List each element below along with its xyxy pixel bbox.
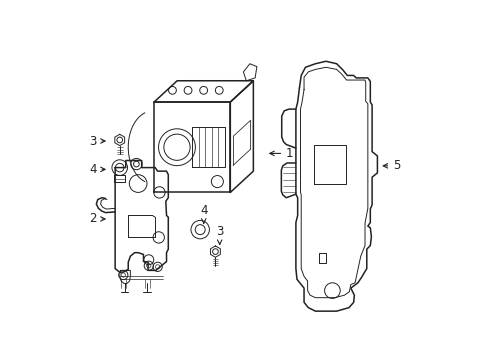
Text: 4: 4 <box>200 204 207 223</box>
Text: 4: 4 <box>89 163 105 176</box>
Text: 3: 3 <box>216 225 223 244</box>
Text: 3: 3 <box>89 135 105 148</box>
Text: 5: 5 <box>383 159 400 172</box>
Text: 2: 2 <box>89 212 105 225</box>
Text: 1: 1 <box>269 147 293 160</box>
